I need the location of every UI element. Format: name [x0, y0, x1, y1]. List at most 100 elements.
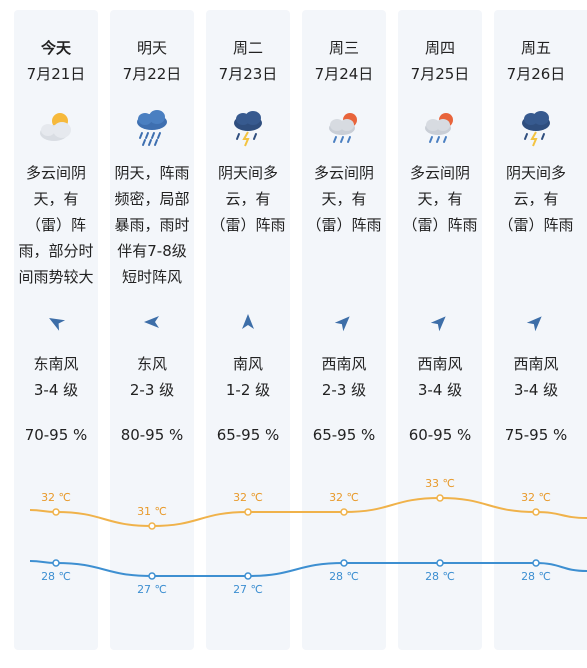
date-label: 7月26日 — [506, 65, 566, 83]
temp-label: 28 ℃ — [425, 570, 455, 583]
temp-point — [436, 559, 444, 567]
thunder-rain-icon — [494, 108, 578, 152]
desc-line: 多云间阴 — [409, 164, 470, 182]
temp-label: 32 ℃ — [41, 491, 71, 504]
temp-point — [52, 508, 60, 516]
thunder-rain-icon — [206, 108, 290, 152]
desc-line: 频密，局部 — [114, 190, 190, 208]
wind-direction: 西南风 — [321, 355, 367, 373]
forecast-column-wednesday: 周三 7月24日 多云间阴 天，有 （雷）阵雨 西南风 2-3 级 65-95 … — [302, 10, 386, 650]
date-label: 7月24日 — [314, 65, 374, 83]
forecast-column-tuesday: 周二 7月23日 阴天间多 云，有 （雷）阵雨 南风 1-2 级 65-95 % — [206, 10, 290, 650]
day-label: 明天 — [136, 39, 167, 57]
wind-direction-arrow-icon — [494, 312, 578, 332]
temp-label: 31 ℃ — [137, 505, 167, 518]
wind-level: 2-3 级 — [129, 381, 175, 399]
humidity: 60-95 % — [408, 426, 472, 444]
forecast-column-today: 今天 7月21日 多云间阴 天，有 （雷）阵 雨，部分时 间雨势较大 东南风 3… — [14, 10, 98, 650]
temp-point — [532, 508, 540, 516]
wind-direction-arrow-icon — [110, 312, 194, 332]
temp-label: 33 ℃ — [425, 477, 455, 490]
forecast-column-tomorrow: 明天 7月22日 阴天，阵雨 频密，局部 暴雨，雨时 伴有7-8级 短时阵风 东… — [110, 10, 194, 650]
temp-point — [532, 559, 540, 567]
desc-line: 短时阵风 — [121, 268, 182, 286]
wind-level: 3-4 级 — [417, 381, 463, 399]
temp-point — [52, 559, 60, 567]
wind-level: 3-4 级 — [513, 381, 559, 399]
weather-description: 多云间阴 天，有 （雷）阵 雨，部分时 间雨势较大 — [14, 160, 98, 290]
sun-cloud-rain-icon — [302, 108, 386, 152]
temp-label: 28 ℃ — [41, 570, 71, 583]
wind-direction-arrow-icon — [206, 312, 290, 332]
desc-line: 雨，部分时 — [18, 242, 94, 260]
desc-line: 间雨势较大 — [18, 268, 94, 286]
wind-direction-arrow-icon — [14, 312, 98, 332]
desc-line: 伴有7-8级 — [117, 242, 187, 260]
desc-line: 多云间阴 — [313, 164, 374, 182]
desc-line: （雷）阵 — [25, 216, 86, 234]
wind-level: 1-2 级 — [225, 381, 271, 399]
humidity: 65-95 % — [312, 426, 376, 444]
wind-direction-arrow-icon — [398, 312, 482, 332]
date-label: 7月23日 — [218, 65, 278, 83]
desc-line: 天，有 — [33, 190, 79, 208]
sun-cloud-rain-icon — [398, 108, 482, 152]
weather-description: 多云间阴 天，有 （雷）阵雨 — [398, 160, 482, 238]
temp-label: 32 ℃ — [329, 491, 359, 504]
date-label: 7月21日 — [26, 65, 86, 83]
weather-description: 阴天，阵雨 频密，局部 暴雨，雨时 伴有7-8级 短时阵风 — [110, 160, 194, 290]
partly-cloudy-sun-icon — [14, 108, 98, 152]
wind-level: 3-4 级 — [33, 381, 79, 399]
temp-label: 28 ℃ — [521, 570, 551, 583]
humidity: 65-95 % — [216, 426, 280, 444]
humidity: 70-95 % — [24, 426, 88, 444]
forecast-column-friday: 周五 7月26日 阴天间多 云，有 （雷）阵雨 西南风 3-4 级 75-95 … — [494, 10, 587, 650]
weather-description: 阴天间多 云，有 （雷）阵雨 — [206, 160, 290, 238]
temp-label: 27 ℃ — [137, 583, 167, 596]
desc-line: （雷）阵雨 — [402, 216, 478, 234]
temp-point — [340, 559, 348, 567]
desc-line: 多云间阴 — [25, 164, 86, 182]
high-temp-line — [29, 496, 587, 528]
desc-line: 云，有 — [513, 190, 559, 208]
desc-line: （雷）阵雨 — [498, 216, 574, 234]
day-label: 今天 — [40, 39, 71, 57]
wind-direction: 东南风 — [33, 355, 79, 373]
forecast-column-thursday: 周四 7月25日 多云间阴 天，有 （雷）阵雨 西南风 3-4 级 60-95 … — [398, 10, 482, 650]
date-label: 7月22日 — [122, 65, 182, 83]
temp-point — [148, 522, 156, 530]
wind-direction-arrow-icon — [302, 312, 386, 332]
low-temp-line — [29, 560, 587, 578]
temp-point — [340, 508, 348, 516]
desc-line: 阴天间多 — [505, 164, 566, 182]
temp-label: 28 ℃ — [329, 570, 359, 583]
temp-label: 32 ℃ — [233, 491, 263, 504]
desc-line: 云，有 — [225, 190, 271, 208]
temp-point — [244, 508, 252, 516]
temp-point — [436, 494, 444, 502]
temp-point — [244, 572, 252, 580]
temp-label: 32 ℃ — [521, 491, 551, 504]
wind-direction: 西南风 — [417, 355, 463, 373]
wind-level: 2-3 级 — [321, 381, 367, 399]
day-label: 周四 — [424, 39, 455, 57]
desc-line: 暴雨，雨时 — [114, 216, 190, 234]
weather-description: 阴天间多 云，有 （雷）阵雨 — [494, 160, 578, 238]
desc-line: 阴天间多 — [217, 164, 278, 182]
humidity: 75-95 % — [504, 426, 568, 444]
temp-point — [148, 572, 156, 580]
day-label: 周二 — [232, 39, 263, 57]
desc-line: 阴天，阵雨 — [114, 164, 190, 182]
wind-direction: 南风 — [232, 355, 263, 373]
day-label: 周五 — [520, 39, 551, 57]
weather-description: 多云间阴 天，有 （雷）阵雨 — [302, 160, 386, 238]
temp-label: 27 ℃ — [233, 583, 263, 596]
wind-direction: 西南风 — [513, 355, 559, 373]
heavy-rain-icon — [110, 108, 194, 152]
humidity: 80-95 % — [120, 426, 184, 444]
wind-direction: 东风 — [136, 355, 167, 373]
day-label: 周三 — [328, 39, 359, 57]
date-label: 7月25日 — [410, 65, 470, 83]
desc-line: （雷）阵雨 — [306, 216, 382, 234]
